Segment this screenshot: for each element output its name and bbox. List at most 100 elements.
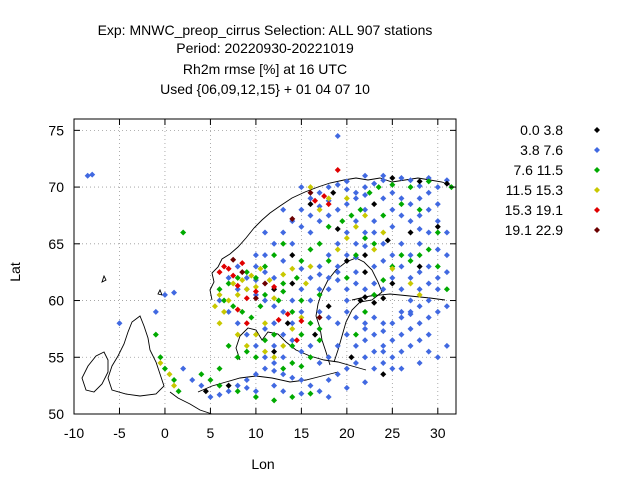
- data-point: [271, 252, 278, 259]
- data-point: [280, 271, 287, 278]
- data-point: [362, 172, 369, 179]
- data-point: [289, 252, 296, 259]
- data-point: [357, 206, 364, 213]
- legend-marker: [594, 167, 600, 173]
- data-point: [425, 297, 432, 304]
- data-point: [416, 359, 423, 366]
- data-point: [416, 240, 423, 247]
- data-point: [216, 391, 223, 398]
- data-point: [307, 212, 314, 219]
- data-point: [89, 171, 96, 178]
- data-point: [380, 277, 387, 284]
- data-point: [352, 342, 359, 349]
- data-point: [316, 218, 323, 225]
- data-point: [298, 314, 305, 321]
- data-point: [371, 263, 378, 270]
- data-point: [398, 201, 405, 208]
- data-point: [275, 297, 282, 304]
- data-point: [325, 274, 332, 281]
- data-point: [234, 286, 241, 293]
- data-point: [407, 218, 414, 225]
- data-point: [307, 201, 314, 208]
- data-point: [371, 299, 378, 306]
- y-tick-labels: 50 55 60 65 70 75: [48, 122, 64, 422]
- data-point: [225, 280, 232, 287]
- y-tick-label: 60: [48, 293, 64, 309]
- data-point: [343, 186, 350, 193]
- data-point: [416, 206, 423, 213]
- data-point: [362, 286, 369, 293]
- data-point: [171, 376, 178, 383]
- data-point: [398, 195, 405, 202]
- data-point: [443, 286, 450, 293]
- data-point: [284, 311, 291, 318]
- data-point: [271, 331, 278, 338]
- data-point: [243, 376, 250, 383]
- plot-frame: [73, 118, 457, 415]
- data-point: [234, 388, 241, 395]
- data-point: [343, 201, 350, 208]
- data-point: [343, 252, 350, 259]
- legend-label: 0.0 3.8: [520, 122, 563, 138]
- data-point: [307, 354, 314, 361]
- data-point: [289, 342, 296, 349]
- data-point: [230, 280, 237, 287]
- data-point: [352, 269, 359, 276]
- data-point: [239, 269, 246, 276]
- data-point: [407, 257, 414, 264]
- data-point: [157, 359, 164, 366]
- data-point: [389, 274, 396, 281]
- data-point: [407, 274, 414, 281]
- data-point: [352, 240, 359, 247]
- data-point: [371, 240, 378, 247]
- data-point: [298, 184, 305, 191]
- data-point: [271, 240, 278, 247]
- data-point: [180, 229, 187, 236]
- data-point: [189, 376, 196, 383]
- data-point: [416, 337, 423, 344]
- data-point: [280, 229, 287, 236]
- data-point: [293, 337, 300, 344]
- data-point: [407, 201, 414, 208]
- data-point: [398, 331, 405, 338]
- legend-label: 3.8 7.6: [520, 142, 563, 158]
- data-point: [434, 184, 441, 191]
- data-point: [362, 354, 369, 361]
- data-point: [407, 177, 414, 184]
- legend-marker: [594, 187, 600, 193]
- data-point: [352, 189, 359, 196]
- data-point: [398, 252, 405, 259]
- data-point: [434, 274, 441, 281]
- data-point: [257, 303, 264, 310]
- data-point: [316, 263, 323, 270]
- data-point: [225, 388, 232, 395]
- data-point: [425, 331, 432, 338]
- data-point: [252, 331, 259, 338]
- y-tick-label: 55: [48, 349, 64, 365]
- data-point: [371, 280, 378, 287]
- data-point: [348, 212, 355, 219]
- data-point: [198, 371, 205, 378]
- data-point: [407, 342, 414, 349]
- data-point: [425, 206, 432, 213]
- data-point: [362, 320, 369, 327]
- data-point: [316, 337, 323, 344]
- data-point: [275, 316, 282, 323]
- data-point: [307, 263, 314, 270]
- data-point: [416, 212, 423, 219]
- data-point: [271, 303, 278, 310]
- data-point: [316, 286, 323, 293]
- data-point: [298, 223, 305, 230]
- data-point: [425, 280, 432, 287]
- data-point: [307, 297, 314, 304]
- data-point: [289, 265, 296, 272]
- data-point: [425, 178, 432, 185]
- data-point: [380, 359, 387, 366]
- data-point: [207, 393, 214, 400]
- data-point: [352, 195, 359, 202]
- data-point: [362, 184, 369, 191]
- data-point: [371, 331, 378, 338]
- data-point: [362, 235, 369, 242]
- data-point: [298, 376, 305, 383]
